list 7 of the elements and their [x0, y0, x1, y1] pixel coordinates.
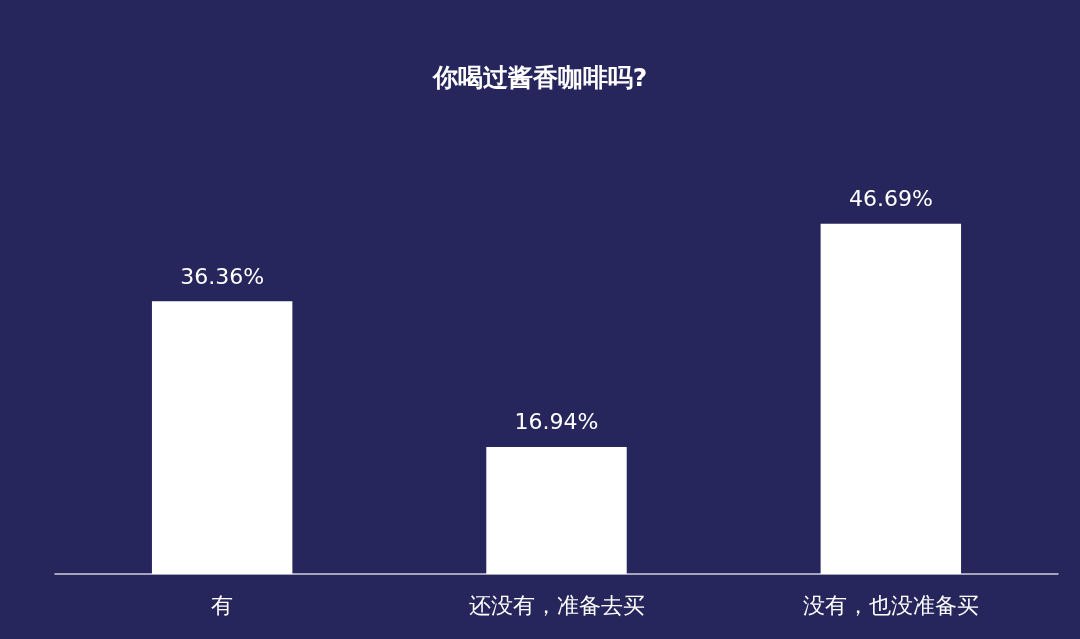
- x-tick-label: 还没有，准备去买: [468, 592, 645, 618]
- chart-title: 你喝过酱香咖啡吗?: [431, 63, 648, 92]
- data-label: 16.94%: [514, 409, 599, 435]
- x-tick-label: 没有，也没准备买: [802, 592, 979, 618]
- data-label: 46.69%: [848, 186, 933, 212]
- data-label: 36.36%: [180, 263, 265, 289]
- x-tick-label: 有: [211, 592, 234, 618]
